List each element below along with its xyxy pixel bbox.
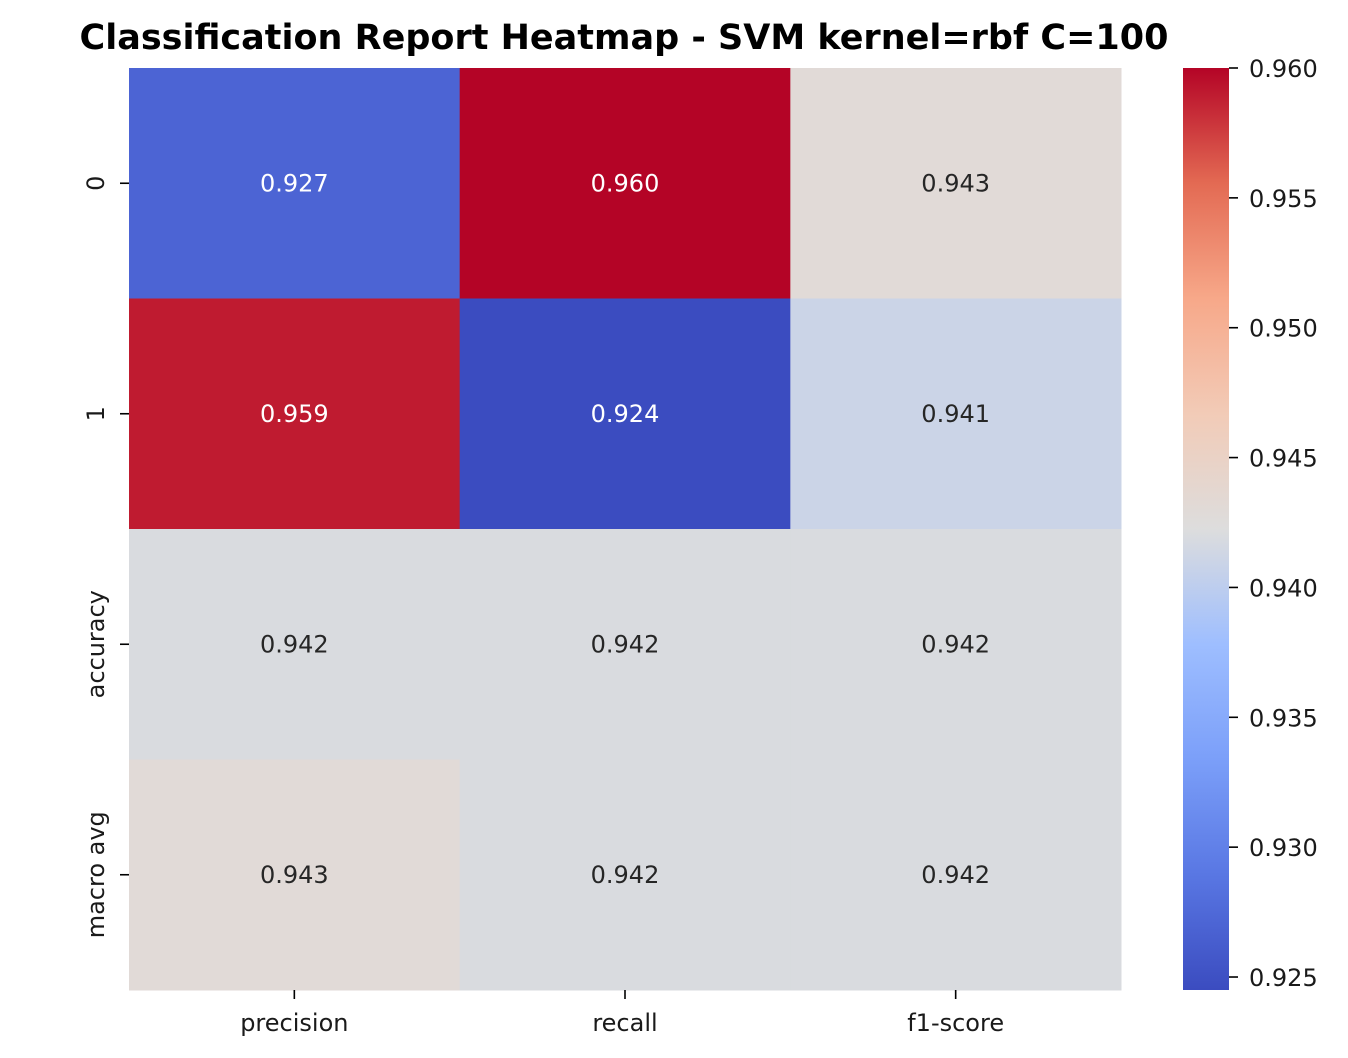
heatmap-cells: 0.927 0.960 0.943 0.959 0.924 0.941 0.942 0.942… — [129, 68, 1122, 991]
heatmap-cell — [790, 68, 1122, 299]
cell-value-label: 0.943 — [260, 861, 329, 889]
colorbar-tick-label: 0.935 — [1249, 704, 1318, 732]
cell-value-label: 0.960 — [591, 169, 660, 197]
cell-value-label: 0.924 — [591, 400, 660, 428]
y-tick-label: 1 — [82, 406, 110, 421]
heatmap-cell — [459, 529, 791, 760]
cell-value-label: 0.959 — [260, 400, 329, 428]
colorbar-tick-label: 0.950 — [1249, 315, 1318, 343]
cell-value-label: 0.941 — [921, 400, 990, 428]
colorbar: 0.925 0.930 0.935 0.940 0.945 0.950 0.955 0.960 — [1183, 55, 1318, 992]
cell-value-label: 0.942 — [921, 861, 990, 889]
chart-title: Classification Report Heatmap - SVM kern… — [80, 18, 1169, 58]
y-axis: 0 1 accuracy macro avg — [82, 176, 129, 938]
x-tick-label: recall — [592, 1009, 657, 1037]
colorbar-tick-label: 0.930 — [1249, 834, 1318, 862]
heatmap-cell — [790, 298, 1122, 530]
y-tick-label: macro avg — [82, 811, 110, 938]
heatmap-cell — [129, 759, 461, 991]
colorbar-tick-label: 0.925 — [1249, 964, 1318, 992]
heatmap-cell — [129, 68, 461, 299]
heatmap-cell — [790, 759, 1122, 991]
y-tick-label: accuracy — [82, 590, 110, 698]
cell-value-label: 0.942 — [260, 630, 329, 658]
colorbar-tick-label: 0.945 — [1249, 445, 1318, 473]
colorbar-tick-label: 0.955 — [1249, 185, 1318, 213]
y-tick-label: 0 — [82, 176, 110, 191]
cell-value-label: 0.943 — [921, 169, 990, 197]
heatmap-cell — [129, 298, 461, 530]
colorbar-gradient — [1183, 68, 1229, 990]
cell-value-label: 0.942 — [591, 861, 660, 889]
heatmap-cell — [459, 68, 791, 299]
heatmap-cell — [459, 298, 791, 530]
heatmap-cell — [129, 529, 461, 760]
x-tick-label: precision — [240, 1009, 348, 1037]
heatmap-cell — [459, 759, 791, 991]
heatmap-cell — [790, 529, 1122, 760]
colorbar-tick-label: 0.940 — [1249, 574, 1318, 602]
colorbar-ticks: 0.925 0.930 0.935 0.940 0.945 0.950 0.955 0.960 — [1229, 55, 1318, 992]
cell-value-label: 0.942 — [591, 630, 660, 658]
cell-value-label: 0.927 — [260, 169, 329, 197]
colorbar-tick-label: 0.960 — [1249, 55, 1318, 83]
x-axis: precision recall f1-score — [240, 990, 1004, 1037]
x-tick-label: f1-score — [907, 1009, 1004, 1037]
cell-value-label: 0.942 — [921, 630, 990, 658]
